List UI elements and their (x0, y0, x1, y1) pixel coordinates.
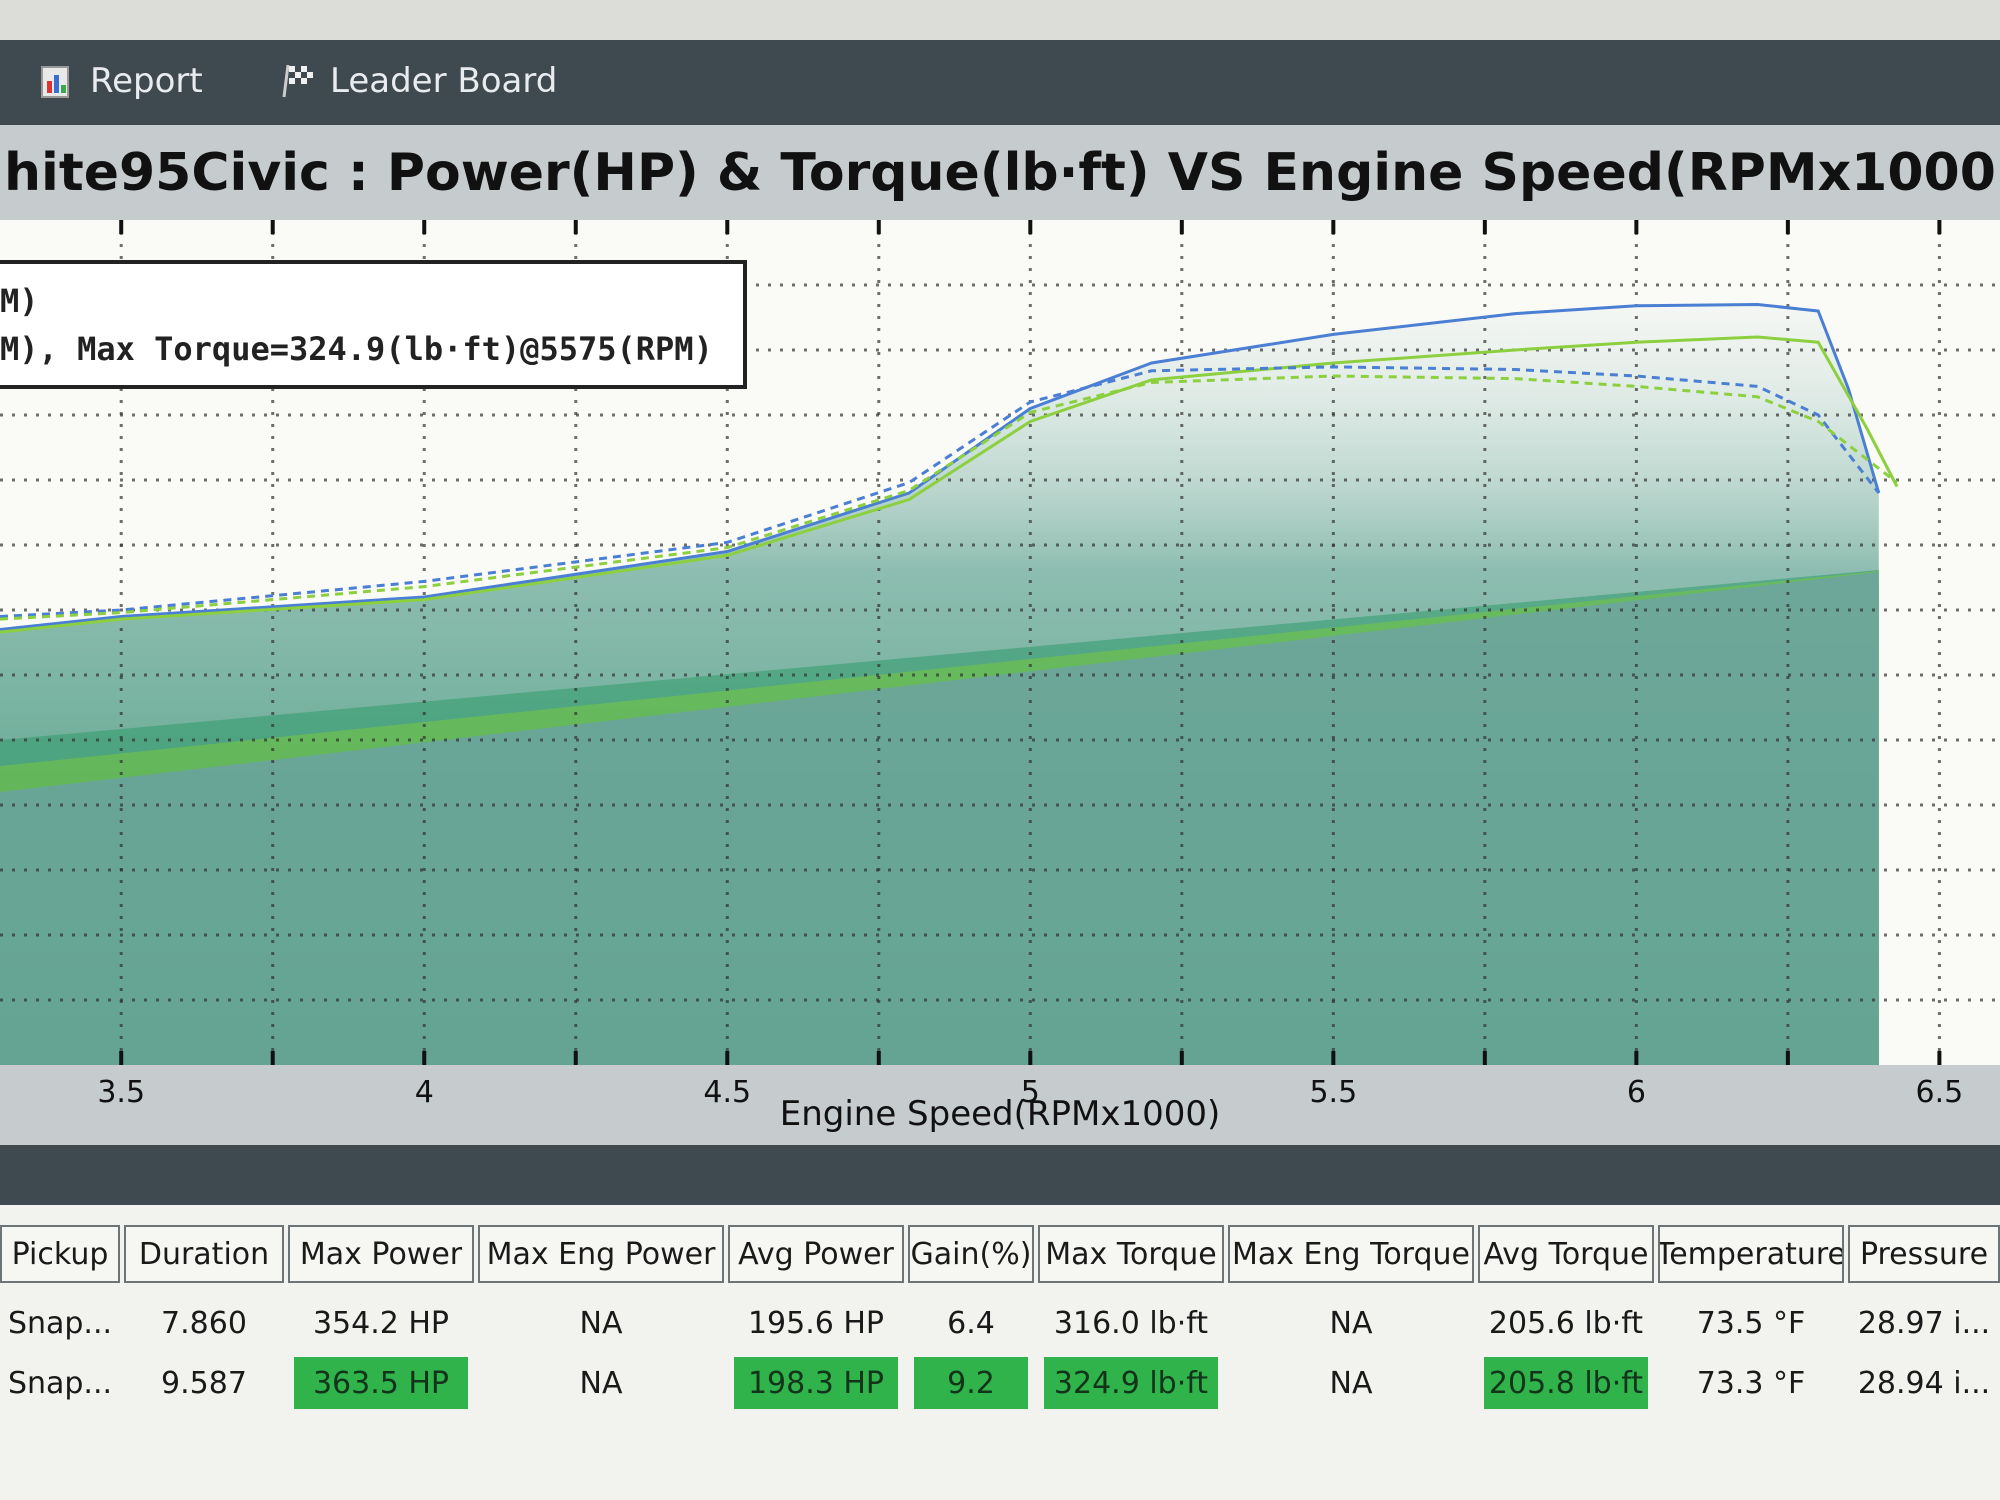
table-cell: 6.4 (947, 1305, 995, 1341)
table-cell: Snap... (7, 1305, 113, 1341)
table-cell: NA (579, 1305, 623, 1341)
table-header-cell: Max Torque (1038, 1225, 1224, 1283)
table-header-cell: Avg Torque (1478, 1225, 1654, 1283)
x-axis-label: Engine Speed(RPMx1000) (780, 1094, 1221, 1134)
series-line-2 (0, 365, 1880, 618)
tab-bar: Report Leader Board (0, 40, 2000, 125)
table-cell: NA (1329, 1365, 1373, 1401)
x-tick-label: 4.5 (703, 1075, 751, 1110)
table-cell: 9.2 (914, 1357, 1028, 1409)
chart-title-bar: hite95Civic : Power(HP) & Torque(lb·ft) … (0, 125, 2000, 220)
table-cell: 205.8 lb·ft (1484, 1357, 1648, 1409)
table-cell: 363.5 HP (294, 1357, 468, 1409)
chart-title: hite95Civic : Power(HP) & Torque(lb·ft) … (4, 142, 2000, 203)
table-header-cell: Avg Power (728, 1225, 904, 1283)
table-cell: 73.3 °F (1696, 1365, 1806, 1401)
table-cell: 7.860 (161, 1305, 247, 1341)
table-cell: 195.6 HP (747, 1305, 885, 1341)
table-cell: 9.587 (161, 1365, 247, 1401)
table-cell: 316.0 lb·ft (1053, 1305, 1209, 1341)
table-header-cell: Duration (124, 1225, 284, 1283)
area-fill-lower-2 (0, 572, 1879, 1065)
tab-leader-board-label: Leader Board (330, 61, 558, 101)
tab-report[interactable]: Report (38, 50, 203, 112)
table-cell: 73.5 °F (1696, 1305, 1806, 1341)
table-header-cell: Max Eng Power (478, 1225, 724, 1283)
table-header-cell: Gain(%) (908, 1225, 1034, 1283)
checkered-flag-icon (282, 64, 313, 98)
table-divider-band (0, 1145, 2000, 1205)
x-tick-label: 6.5 (1916, 1075, 1964, 1110)
legend-line-2: M), Max Torque=324.9(lb·ft)@5575(RPM) (0, 330, 713, 368)
stats-table: Pickup Duration Max Power Max Eng Power Avg … (0, 1205, 2000, 1500)
x-tick-label: 6 (1627, 1075, 1646, 1110)
x-axis-band (0, 1065, 2000, 1145)
table-header-cell: Max Power (288, 1225, 474, 1283)
table-cell: NA (1329, 1305, 1373, 1341)
table-header-cell: Pickup (0, 1225, 120, 1283)
series-line-3 (0, 374, 1898, 621)
tab-report-label: Report (90, 61, 203, 101)
table-cell: 198.3 HP (734, 1357, 898, 1409)
table-header-cell: Max Eng Torque (1228, 1225, 1474, 1283)
table-cell: 28.94 i... (1857, 1365, 1991, 1401)
table-cell: 324.9 lb·ft (1044, 1357, 1218, 1409)
series-line-1 (0, 335, 1899, 634)
table-header-cell: Pressure (1848, 1225, 2000, 1283)
x-tick-label: 3.5 (97, 1075, 145, 1110)
x-tick-label: 4 (415, 1075, 434, 1110)
table-cell: Snap... (7, 1365, 113, 1401)
series-line-0 (0, 302, 1881, 631)
dyno-chart: 3.5 4 4.5 5 5.5 6 6.5 Engine Speed(RPMx1000) M… (0, 220, 2000, 1145)
legend-box: M) M), Max Torque=324.9(lb·ft)@5575(RPM) (0, 260, 747, 389)
legend-line-1: M) (0, 282, 39, 320)
x-tick-label: 5 (1021, 1075, 1040, 1110)
table-cell: 354.2 HP (312, 1305, 450, 1341)
table-cell: 28.97 i... (1857, 1305, 1991, 1341)
table-cell: 205.6 lb·ft (1488, 1305, 1644, 1341)
x-tick-label: 5.5 (1309, 1075, 1357, 1110)
table-cell: NA (579, 1365, 623, 1401)
report-icon (41, 66, 69, 98)
table-header-cell: Temperature (1658, 1225, 1844, 1283)
tab-leader-board[interactable]: Leader Board (278, 50, 557, 112)
